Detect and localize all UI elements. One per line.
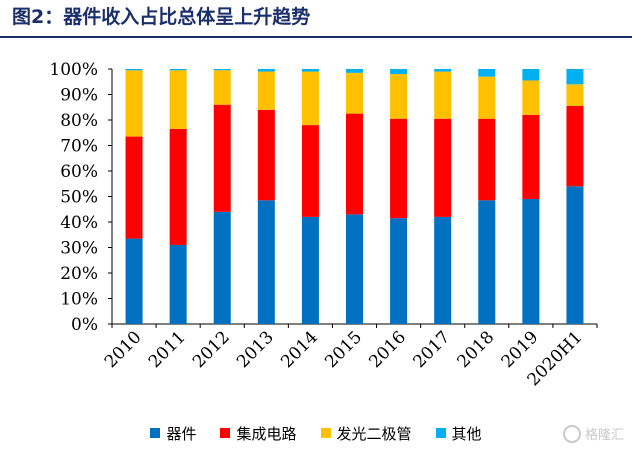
bar-segment — [390, 218, 408, 324]
bar-segment — [125, 70, 143, 137]
bar-segment — [213, 104, 231, 212]
bar-segment — [390, 69, 408, 75]
bar-segment — [257, 69, 275, 72]
y-tick-label: 100% — [49, 60, 98, 80]
x-tick-label: 2011 — [145, 327, 190, 372]
x-tick-label: 2010 — [101, 327, 146, 372]
bar-segment — [522, 114, 540, 200]
legend-label: 发光二极管 — [336, 424, 412, 443]
y-tick-label: 50% — [60, 188, 98, 208]
bar-segment — [346, 69, 363, 73]
bar-segment — [257, 71, 275, 110]
watermark-text: 格隆汇 — [584, 428, 624, 443]
y-tick-label: 70% — [60, 137, 98, 157]
legend-swatch — [220, 428, 231, 438]
y-tick-label: 90% — [60, 86, 98, 106]
bar-segment — [125, 136, 143, 239]
bar-segment — [213, 70, 231, 105]
stacked-bar-chart: 0%10%20%30%40%50%60%70%80%90%100%2010 201… — [49, 60, 598, 390]
bar-segment — [301, 69, 319, 72]
bar-segment — [434, 71, 452, 119]
bar-segment — [478, 118, 496, 201]
legend-label: 集成电路 — [236, 424, 297, 443]
y-tick-label: 10% — [60, 290, 98, 310]
chart-legend: 器件 集成电路 发光二极管 其他 — [0, 422, 632, 444]
bar-segment — [213, 69, 231, 71]
legend-swatch — [320, 428, 331, 438]
bar-segment — [566, 186, 584, 324]
x-tick-label: 2015 — [321, 327, 366, 372]
legend-swatch — [150, 428, 161, 438]
bar-segment — [346, 113, 363, 215]
bar-segment — [434, 216, 452, 324]
bar-segment — [125, 238, 143, 324]
bar-segment — [169, 128, 187, 245]
legend-item: 器件 — [150, 423, 196, 444]
bar-segment — [434, 118, 452, 217]
bar-segment — [434, 69, 452, 72]
y-tick-label: 80% — [60, 111, 98, 131]
bar-segment — [301, 125, 319, 217]
x-tick-label: 2014 — [277, 327, 322, 372]
x-tick-label: 2018 — [454, 327, 499, 372]
x-tick-label: 2017 — [409, 327, 454, 372]
bar-segment — [301, 71, 319, 126]
bar-segment — [125, 69, 143, 71]
bar-segment — [169, 69, 187, 71]
bar-segment — [169, 70, 187, 129]
bar-segment — [522, 80, 540, 115]
y-tick-label: 30% — [60, 239, 98, 259]
x-tick-label: 2016 — [365, 327, 410, 372]
bar-segment — [566, 84, 584, 106]
bar-segment — [390, 74, 408, 119]
bar-segment — [390, 118, 408, 219]
bar-segment — [301, 216, 319, 324]
y-tick-label: 0% — [71, 315, 98, 335]
legend-item: 其他 — [435, 423, 482, 444]
legend-item: 集成电路 — [220, 423, 297, 444]
bar-segment — [566, 69, 584, 85]
bar-segment — [478, 76, 496, 119]
watermark: 格隆汇 — [562, 424, 624, 443]
y-tick-label: 40% — [60, 213, 98, 233]
bar-segment — [346, 72, 363, 114]
y-tick-label: 20% — [60, 264, 98, 284]
legend-label: 其他 — [451, 424, 482, 443]
bar-segment — [213, 211, 231, 324]
legend-item: 发光二极管 — [320, 423, 412, 444]
bar-segment — [257, 200, 275, 324]
bar-segment — [346, 214, 363, 324]
bar-segment — [522, 69, 540, 81]
x-tick-label: 2013 — [233, 327, 278, 372]
y-tick-label: 60% — [60, 162, 98, 182]
figure-title: 图2：器件收入占比总体呈上升趋势 — [12, 6, 311, 28]
legend-label: 器件 — [166, 424, 197, 443]
bar-segment — [169, 244, 187, 324]
bar-segment — [257, 109, 275, 201]
watermark-logo-icon — [562, 424, 581, 443]
bar-segment — [478, 200, 496, 324]
bar-segment — [566, 105, 584, 187]
legend-swatch — [435, 428, 446, 438]
title-rule — [0, 36, 632, 38]
bar-segment — [478, 69, 496, 77]
bar-segment — [522, 199, 540, 324]
x-tick-label: 2012 — [189, 327, 234, 372]
